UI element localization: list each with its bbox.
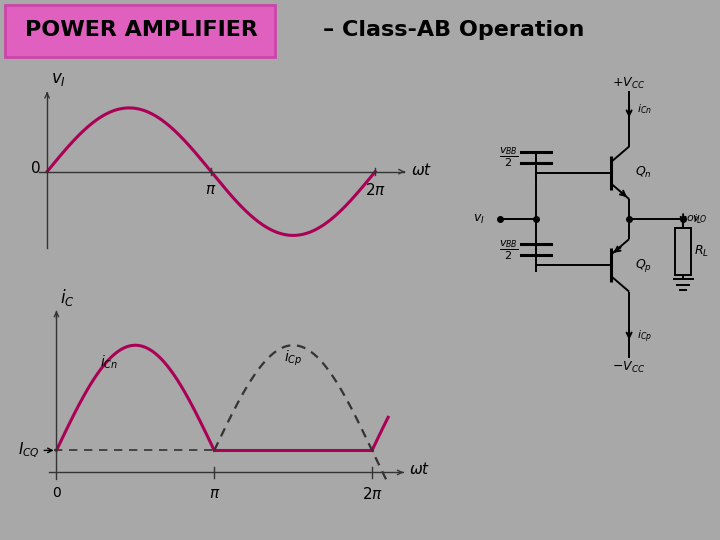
Text: $\dfrac{v_{BB}}{2}$: $\dfrac{v_{BB}}{2}$: [499, 146, 518, 169]
Text: $v_I$: $v_I$: [51, 70, 66, 87]
Text: POWER AMPLIFIER: POWER AMPLIFIER: [24, 20, 258, 40]
Text: $0$: $0$: [30, 160, 41, 176]
Text: $i_{Cp}$: $i_{Cp}$: [637, 328, 652, 345]
Text: $Q_p$: $Q_p$: [634, 257, 652, 274]
Text: $i_{Cp}$: $i_{Cp}$: [284, 349, 302, 368]
Text: $ov_O$: $ov_O$: [686, 213, 708, 225]
Text: $Q_n$: $Q_n$: [634, 165, 652, 180]
Text: $i_{Cn}$: $i_{Cn}$: [637, 103, 652, 117]
Text: $i_C$: $i_C$: [60, 287, 75, 308]
Text: $\pi$: $\pi$: [209, 486, 220, 501]
Text: $+V_{CC}$: $+V_{CC}$: [613, 76, 646, 91]
Text: $-V_{CC}$: $-V_{CC}$: [613, 360, 646, 375]
Text: $v_I$: $v_I$: [473, 213, 485, 226]
Text: $0$: $0$: [52, 486, 61, 500]
Text: $R_L$: $R_L$: [693, 244, 708, 259]
Bar: [675, 228, 691, 275]
Text: $2\pi$: $2\pi$: [361, 486, 382, 502]
Text: $I_{CQ}$: $I_{CQ}$: [19, 441, 40, 460]
Text: $2\pi$: $2\pi$: [364, 182, 386, 198]
Text: $\omega t$: $\omega t$: [410, 162, 432, 178]
Text: $\pi$: $\pi$: [205, 182, 217, 197]
Text: $i_L$: $i_L$: [693, 212, 702, 226]
Text: $\dfrac{v_{BB}}{2}$: $\dfrac{v_{BB}}{2}$: [499, 238, 518, 261]
Text: – Class-AB Operation: – Class-AB Operation: [323, 20, 585, 40]
Text: $i_{Cn}$: $i_{Cn}$: [100, 353, 118, 370]
FancyBboxPatch shape: [5, 5, 275, 57]
Text: $\omega t$: $\omega t$: [409, 461, 431, 477]
